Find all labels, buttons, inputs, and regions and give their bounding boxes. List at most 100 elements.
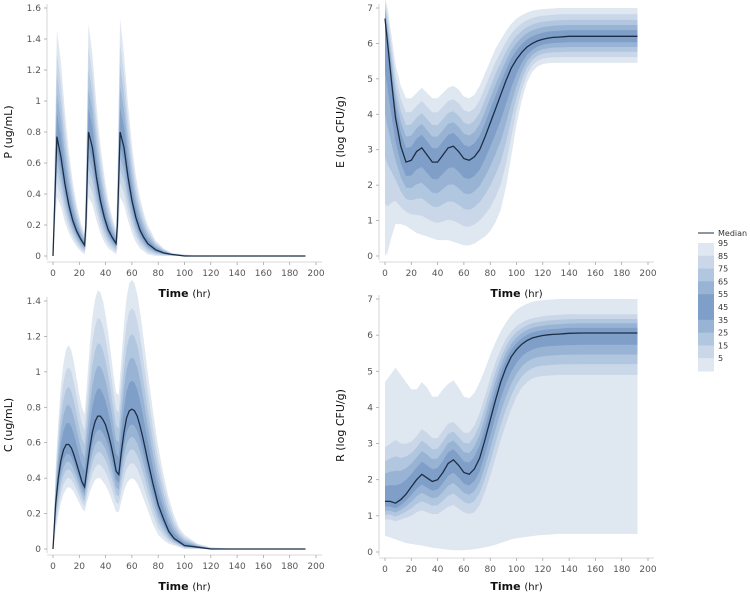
y-tick-label: 0 (367, 548, 373, 558)
legend-band-label: 85 (718, 252, 728, 261)
y-axis-label: C (ug/mL) (2, 398, 15, 452)
legend-band-label: 55 (718, 290, 728, 299)
x-tick-label: 120 (202, 562, 219, 572)
x-tick-label: 20 (74, 562, 86, 572)
y-tick-label: 5 (367, 367, 373, 377)
y-tick-label: 1.6 (27, 4, 42, 14)
x-tick-label: 100 (508, 565, 525, 575)
x-tick-label: 140 (561, 565, 578, 575)
x-tick-label: 100 (176, 269, 193, 279)
y-tick-label: 1.2 (27, 332, 41, 342)
legend-band-label: 95 (718, 239, 728, 248)
x-axis-label: Time (hr) (490, 287, 542, 300)
x-tick-label: 20 (406, 269, 418, 279)
x-axis-label: Time (hr) (490, 580, 542, 593)
x-tick-label: 200 (307, 269, 324, 279)
legend-band-label: 35 (718, 316, 728, 325)
x-axis-label: Time (hr) (158, 580, 210, 593)
y-tick-label: 6 (367, 39, 373, 49)
x-axis-label: Time (hr) (158, 287, 210, 300)
legend-band-swatch (698, 268, 714, 282)
y-tick-label: 2 (367, 181, 373, 191)
x-tick-label: 100 (508, 269, 525, 279)
x-tick-label: 180 (281, 269, 298, 279)
y-tick-label: 5 (367, 75, 373, 85)
legend-band-swatch (698, 332, 714, 346)
x-tick-label: 80 (484, 269, 496, 279)
median-line (52, 408, 306, 550)
x-tick-label: 120 (534, 269, 551, 279)
y-tick-label: 0.6 (27, 159, 42, 169)
x-tick-label: 140 (561, 269, 578, 279)
y-tick-label: 0 (367, 252, 373, 262)
band-30 (53, 86, 306, 256)
y-tick-label: 1 (35, 368, 41, 378)
x-tick-label: 0 (382, 269, 388, 279)
y-axis-label: E (log CFU/g) (334, 96, 347, 168)
median-line (385, 332, 638, 504)
median-line (52, 131, 306, 257)
x-tick-label: 160 (587, 565, 604, 575)
x-tick-label: 180 (281, 562, 298, 572)
y-tick-label: 1 (35, 97, 41, 107)
y-tick-label: 0.8 (27, 403, 42, 413)
x-tick-label: 20 (406, 565, 418, 575)
x-tick-label: 60 (126, 562, 138, 572)
y-tick-label: 0.2 (27, 510, 41, 520)
legend-band-label: 75 (718, 265, 728, 274)
x-tick-label: 200 (639, 565, 656, 575)
y-axis-label: R (log CFU/g) (334, 389, 347, 462)
legend-band-swatch (698, 307, 714, 321)
y-tick-label: 0.2 (27, 221, 41, 231)
legend-band-label: 65 (718, 277, 728, 286)
x-tick-label: 160 (587, 269, 604, 279)
x-tick-label: 140 (229, 562, 246, 572)
y-tick-label: 1.2 (27, 66, 41, 76)
x-tick-label: 160 (255, 562, 272, 572)
legend-band-swatch (698, 319, 714, 334)
panel-r: 0 20 40 60 80 100 120 140 160 180 200 0 1 2 3 4 5 6 7 Time … (334, 295, 657, 593)
y-tick-label: 1 (367, 217, 373, 227)
legend-band-label: 15 (718, 341, 728, 350)
x-tick-label: 140 (229, 269, 246, 279)
x-tick-label: 40 (100, 269, 112, 279)
x-tick-label: 160 (255, 269, 272, 279)
y-tick-label: 0 (35, 252, 41, 262)
panel-e: 0 20 40 60 80 100 120 140 160 180 200 0 1 2 3 4 5 6 7 Time … (334, 0, 657, 300)
x-tick-label: 80 (152, 269, 164, 279)
x-tick-label: 80 (152, 562, 164, 572)
x-tick-label: 0 (50, 562, 56, 572)
y-tick-label: 4 (367, 110, 373, 120)
y-tick-label: 0.8 (27, 128, 42, 138)
y-tick-label: 4 (367, 403, 373, 413)
y-tick-label: 0 (35, 545, 41, 555)
legend-band-swatch (698, 255, 714, 270)
legend-median-label: Median (718, 229, 747, 238)
x-tick-label: 100 (176, 562, 193, 572)
legend-band-swatch (698, 294, 714, 308)
legend-band-label: 45 (718, 303, 728, 312)
legend-band-swatch (698, 243, 714, 257)
x-tick-label: 0 (50, 269, 56, 279)
x-tick-label: 60 (458, 269, 470, 279)
legend-band-swatch (698, 345, 714, 359)
y-tick-label: 2 (367, 476, 373, 486)
x-tick-label: 180 (613, 565, 630, 575)
legend-band-swatch (698, 281, 714, 295)
x-tick-label: 200 (639, 269, 656, 279)
x-tick-label: 80 (484, 565, 496, 575)
band-10 (385, 14, 638, 180)
x-tick-label: 20 (74, 269, 86, 279)
x-tick-label: 120 (534, 565, 551, 575)
x-tick-label: 200 (307, 562, 324, 572)
y-axis-label: P (ug/mL) (2, 105, 15, 158)
x-tick-label: 40 (432, 269, 444, 279)
legend-band-label: 5 (718, 354, 723, 363)
y-tick-label: 7 (367, 295, 373, 305)
panel-p: 0 20 40 60 80 100 120 140 160 180 200 0 0.2 0.4 0.6 0.8… (2, 4, 325, 300)
median-line (384, 18, 638, 163)
y-tick-label: 0.4 (27, 190, 42, 200)
panel-c: 0 20 40 60 80 100 120 140 160 180 200 0 0.2 0.4 0.6 0.8… (2, 279, 325, 593)
